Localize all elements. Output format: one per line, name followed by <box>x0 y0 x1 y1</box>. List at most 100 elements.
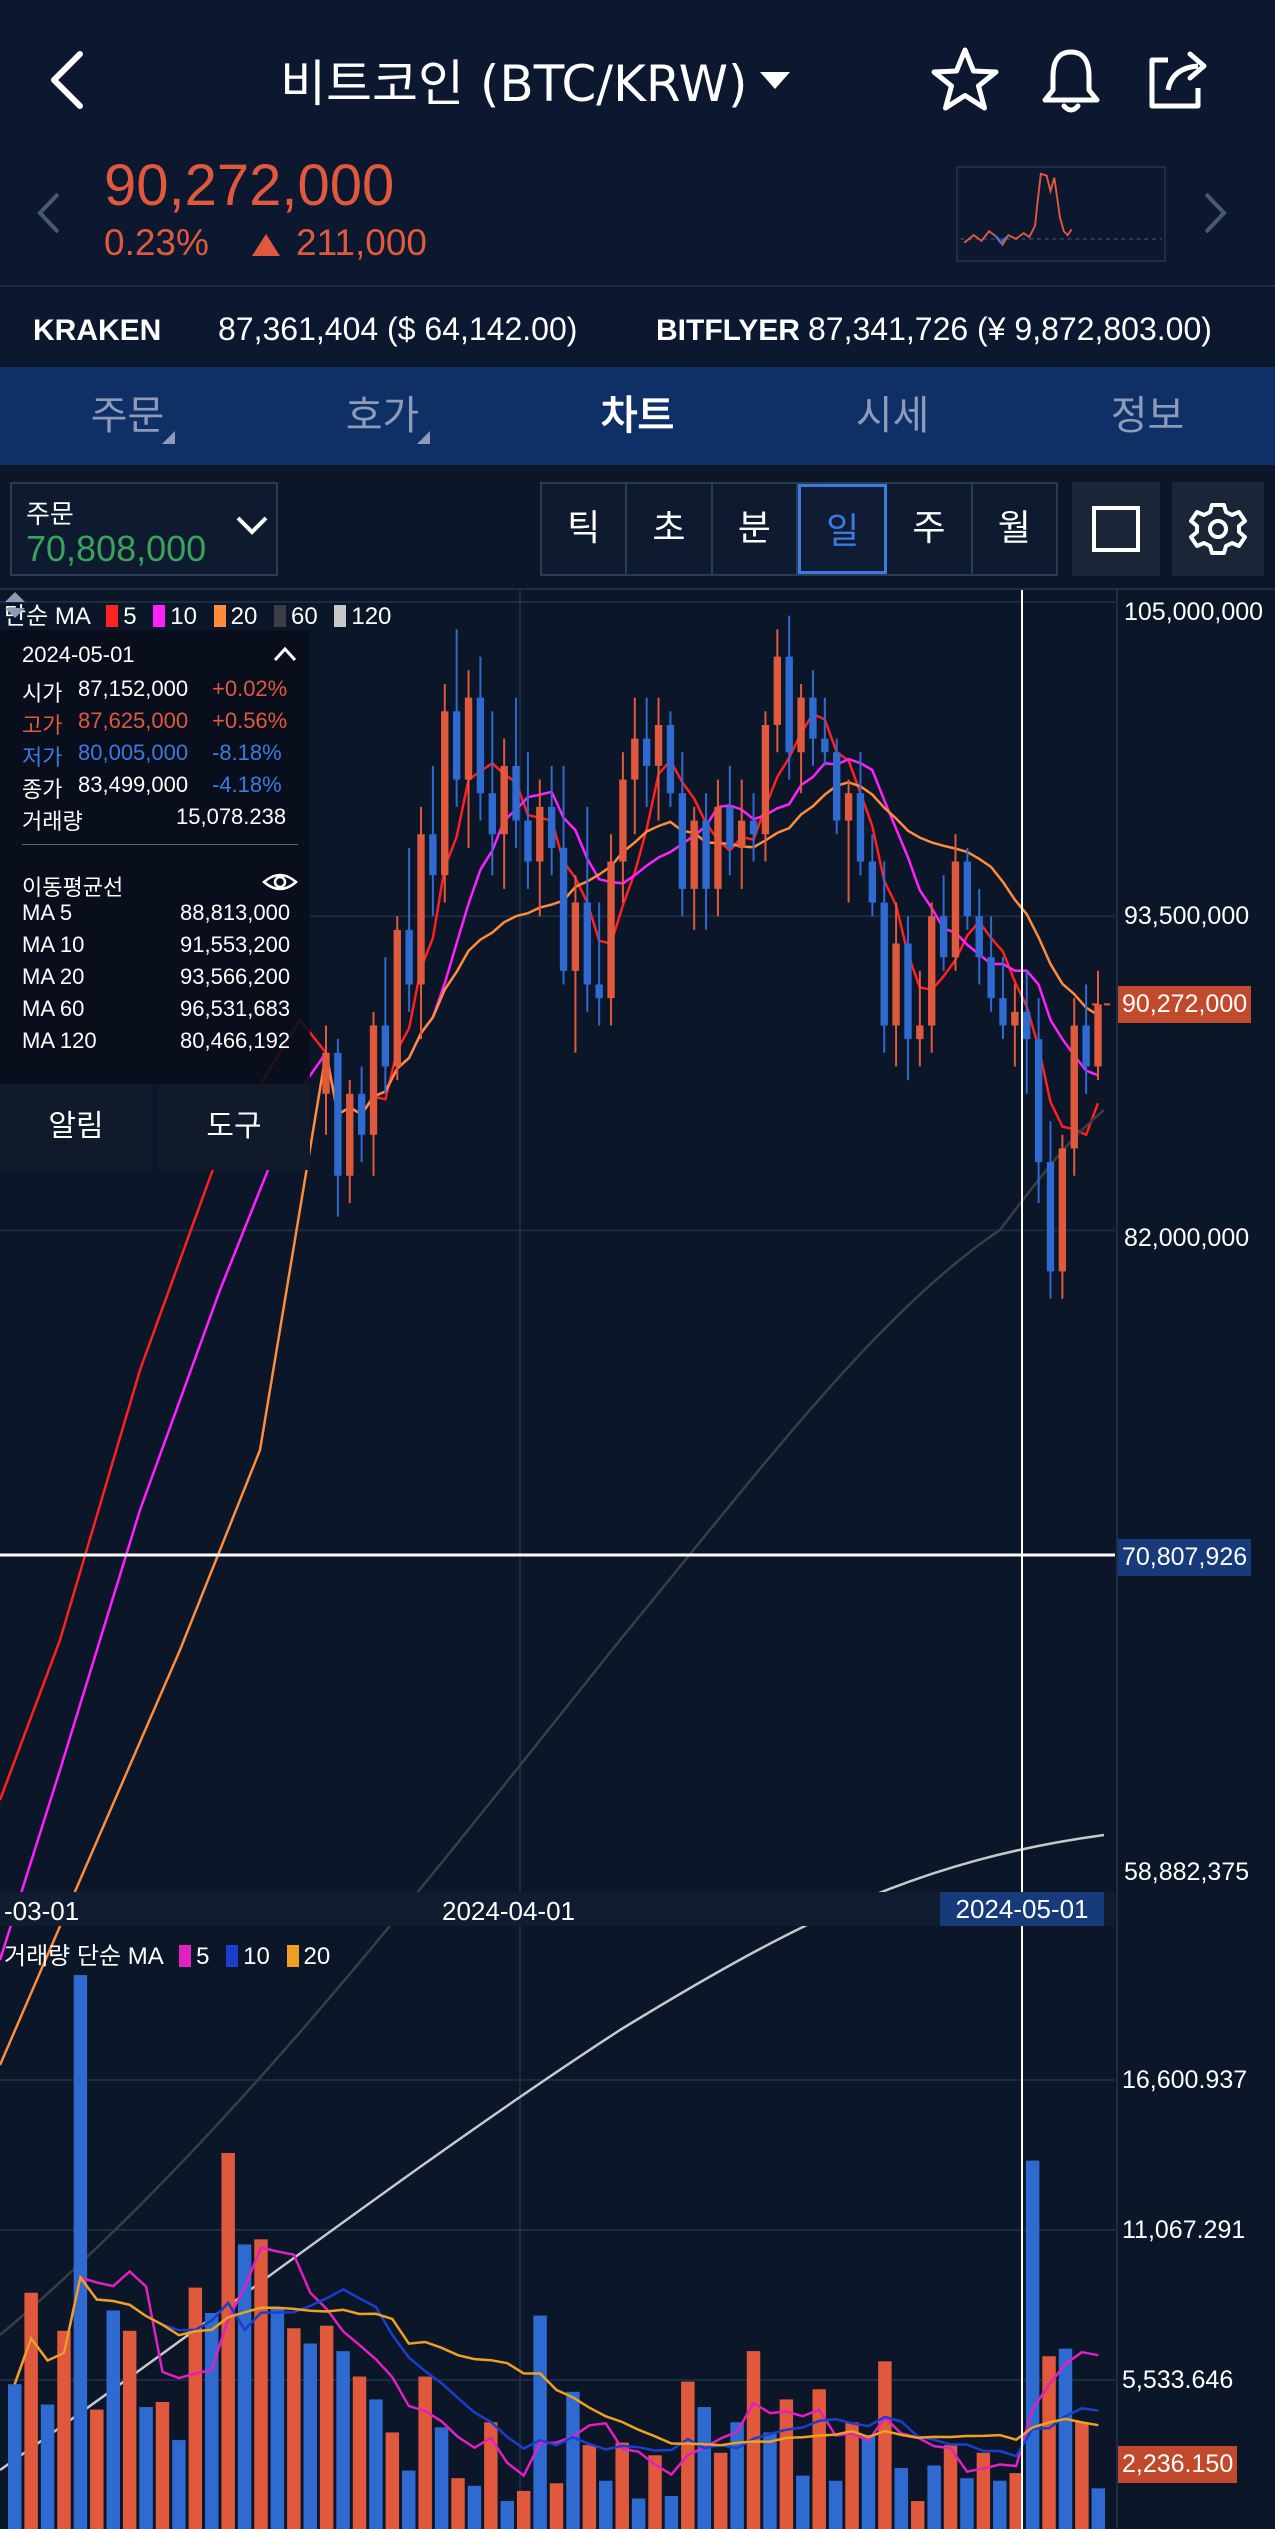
vol-ma20-swatch <box>286 1945 299 1967</box>
chart-action-bar: 알림 도구 <box>0 1084 310 1170</box>
volume-bar <box>205 2313 219 2529</box>
order-price-dropdown[interactable]: 주문 70,808,000 <box>10 482 278 576</box>
candle-body <box>607 861 615 999</box>
volume-bar <box>467 2485 482 2529</box>
period-selector: 틱 초 분 일 주 월 <box>540 482 1058 576</box>
period-minute[interactable]: 분 <box>713 484 798 574</box>
alert-button[interactable]: 알림 <box>0 1084 152 1170</box>
volume-bar <box>533 2315 547 2529</box>
volume-bars-group <box>8 1975 1106 2529</box>
eye-icon[interactable] <box>262 870 298 894</box>
volume-bar <box>713 2452 728 2529</box>
ma-legend-prefix: 단순 MA <box>4 603 90 630</box>
change-percent: 0.23% <box>104 222 209 263</box>
volume-bar <box>172 2440 186 2529</box>
candle-body <box>547 806 556 848</box>
candle-body <box>844 793 853 821</box>
chart-area[interactable]: 단순 MA 5 10 20 60 120 2024-05-01 시가 87,15… <box>0 590 1275 2529</box>
candle-body <box>833 752 841 821</box>
star-icon[interactable] <box>925 40 1005 120</box>
share-icon[interactable] <box>1138 40 1218 120</box>
volume-axis-label: 11,067.291 <box>1122 2216 1246 2244</box>
volume-bar <box>270 2307 285 2529</box>
volume-legend-prefix: 거래량 단순 MA <box>4 1943 163 1970</box>
candle-body <box>702 820 710 889</box>
candle-body <box>369 1025 378 1135</box>
current-volume-tag: 2,236.150 <box>1118 2446 1238 2483</box>
candle-body <box>880 902 888 1026</box>
candle-body <box>809 697 817 739</box>
info-close-pct: -4.18% <box>212 772 282 797</box>
volume-bar <box>697 2407 712 2529</box>
candle-body <box>714 806 722 889</box>
volume-bar <box>57 2330 71 2529</box>
ma10-value: 91,553,200 <box>180 932 291 957</box>
date-axis-label: 2024-04-01 <box>442 1896 575 1926</box>
period-second[interactable]: 초 <box>627 484 713 574</box>
volume-bar <box>796 2475 810 2529</box>
candle-body <box>939 916 948 958</box>
candle-body <box>393 929 401 1067</box>
ma5-swatch <box>106 605 119 627</box>
candle-body <box>464 697 473 780</box>
app-header: 비트코인 (BTC/KRW) <box>0 0 1275 160</box>
crosshair-date-tag: 2024-05-01 <box>940 1892 1104 1926</box>
chart-settings-button[interactable] <box>1172 482 1264 576</box>
tab-market-price[interactable]: 시세 <box>765 367 1020 465</box>
current-price: 90,272,000 <box>104 153 395 218</box>
ma5-name: MA 5 <box>22 900 73 925</box>
price-axis-label: 93,500,000 <box>1124 902 1250 930</box>
volume-bar <box>516 2490 531 2529</box>
tools-button[interactable]: 도구 <box>158 1084 310 1170</box>
date-axis[interactable] <box>0 1892 1115 1926</box>
chart-toolbar: 주문 70,808,000 틱 초 분 일 주 월 <box>0 465 1275 590</box>
axis-scale-toggle-icon[interactable] <box>0 590 30 620</box>
ma-legend[interactable]: 단순 MA 5 10 20 60 120 <box>4 596 391 631</box>
chevron-up-icon[interactable] <box>272 644 298 664</box>
candle-body <box>1046 1162 1055 1272</box>
mini-price-sparkline[interactable] <box>956 166 1166 262</box>
ma5-value: 88,813,000 <box>180 900 291 925</box>
next-coin-chevron-icon[interactable] <box>1200 190 1230 236</box>
volume-bar <box>878 2361 892 2529</box>
info-volume-value: 15,078.238 <box>176 804 287 829</box>
period-tick[interactable]: 틱 <box>542 484 628 574</box>
ma10-tail <box>0 1052 328 1961</box>
vol-ma10-label: 10 <box>243 1943 270 1970</box>
tab-corner-icon <box>417 431 430 444</box>
candle-body <box>452 711 461 780</box>
price-axis-label: 105,000,000 <box>1124 598 1264 626</box>
previous-coin-chevron-icon[interactable] <box>34 190 64 236</box>
candle-body <box>571 902 580 971</box>
tab-order[interactable]: 주문 <box>0 367 255 465</box>
candle-body <box>1094 1004 1102 1067</box>
info-high-label: 고가 <box>22 713 63 738</box>
tab-info[interactable]: 정보 <box>1020 367 1275 465</box>
ma120-swatch <box>334 605 347 627</box>
chart-layout-button[interactable] <box>1072 482 1160 576</box>
page-title[interactable]: 비트코인 (BTC/KRW) <box>280 55 748 113</box>
candle-body <box>987 957 995 999</box>
volume-bar <box>451 2478 465 2529</box>
period-day[interactable]: 일 <box>797 484 888 574</box>
volume-bar <box>73 1975 88 2529</box>
candles-group <box>322 615 1115 1299</box>
period-month[interactable]: 월 <box>997 508 1031 549</box>
tab-label: 호가 <box>345 393 420 439</box>
volume-bar <box>1091 2488 1106 2529</box>
bell-icon[interactable] <box>1031 40 1111 120</box>
title-dropdown-caret-icon[interactable] <box>760 72 790 89</box>
period-week[interactable]: 주 <box>887 484 973 574</box>
ma-section-title: 이동평균선 <box>22 875 124 900</box>
tab-chart[interactable]: 차트 <box>510 367 765 465</box>
tab-corner-icon <box>162 431 175 444</box>
tab-orderbook[interactable]: 호가 <box>255 367 510 465</box>
candle-body <box>928 916 936 1026</box>
candle-body <box>346 1093 354 1176</box>
back-arrow-icon[interactable] <box>40 40 100 120</box>
candle-body <box>536 806 544 862</box>
exchange-name-bitflyer: BITFLYER <box>656 314 800 347</box>
info-close-value: 83,499,000 <box>78 772 189 797</box>
candle-body <box>619 779 627 862</box>
volume-legend[interactable]: 거래량 단순 MA 5 10 20 <box>4 1936 330 1971</box>
